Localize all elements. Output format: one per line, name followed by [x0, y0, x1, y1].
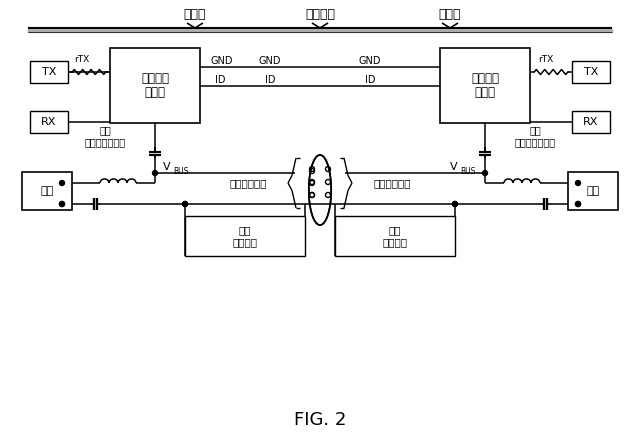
Text: シンク: シンク — [439, 8, 461, 21]
Text: ケーブル
タイプ: ケーブル タイプ — [141, 71, 169, 99]
Bar — [30, 61, 68, 83]
Text: V: V — [163, 162, 171, 172]
Circle shape — [152, 170, 157, 176]
Circle shape — [452, 201, 458, 206]
Text: ID: ID — [215, 75, 225, 85]
Text: TX: TX — [42, 67, 56, 77]
Bar — [572, 61, 610, 83]
Text: rTX: rTX — [538, 56, 554, 64]
Bar — [22, 172, 72, 210]
Text: GND: GND — [359, 56, 381, 66]
Circle shape — [182, 201, 188, 206]
Polygon shape — [309, 155, 331, 225]
Text: 結合
インピーダンス: 結合 インピーダンス — [84, 125, 125, 147]
Circle shape — [60, 201, 65, 206]
Text: GND: GND — [211, 56, 233, 66]
Text: ソース: ソース — [184, 8, 206, 21]
Text: ケーブル
タイプ: ケーブル タイプ — [471, 71, 499, 99]
Bar — [572, 111, 610, 133]
Text: 負荷: 負荷 — [586, 186, 600, 196]
Text: ID: ID — [365, 75, 375, 85]
Text: データライン: データライン — [373, 178, 411, 188]
Text: GND: GND — [259, 56, 281, 66]
Circle shape — [575, 201, 580, 206]
Text: RX: RX — [583, 117, 598, 127]
Text: 結合
インピーダンス: 結合 インピーダンス — [515, 125, 556, 147]
Text: BUS: BUS — [460, 166, 476, 176]
Text: TX: TX — [584, 67, 598, 77]
Text: BUS: BUS — [173, 166, 188, 176]
Bar — [185, 216, 305, 256]
Bar — [440, 48, 530, 123]
Circle shape — [575, 201, 580, 206]
Circle shape — [182, 201, 188, 206]
Text: rTX: rTX — [74, 56, 90, 64]
Circle shape — [60, 180, 65, 186]
Circle shape — [60, 201, 65, 206]
Text: ケーブル: ケーブル — [305, 8, 335, 21]
Circle shape — [483, 170, 488, 176]
Text: データライン: データライン — [229, 178, 267, 188]
Bar — [335, 216, 455, 256]
Text: 接地
シールド: 接地 シールド — [383, 225, 408, 247]
Text: ID: ID — [265, 75, 275, 85]
Text: V: V — [450, 162, 458, 172]
Circle shape — [452, 201, 458, 206]
Text: 電源: 電源 — [40, 186, 54, 196]
Bar — [110, 48, 200, 123]
Text: FIG. 2: FIG. 2 — [294, 411, 346, 429]
Bar — [30, 111, 68, 133]
Text: RX: RX — [42, 117, 57, 127]
Circle shape — [575, 180, 580, 186]
Text: 接地
シールド: 接地 シールド — [232, 225, 257, 247]
Bar — [568, 172, 618, 210]
